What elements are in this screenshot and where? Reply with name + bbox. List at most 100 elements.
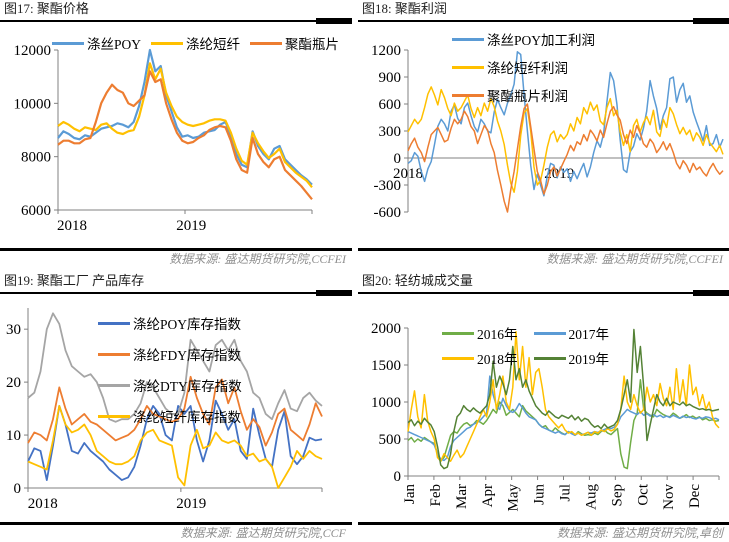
svg-text:600: 600 bbox=[379, 97, 402, 113]
legend-swatch bbox=[442, 356, 474, 360]
svg-text:2019: 2019 bbox=[176, 218, 206, 234]
svg-text:Jun: Jun bbox=[532, 484, 548, 505]
legend-item: 2016年 bbox=[442, 323, 518, 343]
chart-area: -600 -300 0 300 600 900 1200 2018 2019 涤丝POY加工利润… bbox=[358, 22, 729, 248]
legend-item: 涤纶短纤库存指数 bbox=[98, 406, 241, 426]
panel-title: 图17: 聚酯价格 bbox=[4, 1, 89, 16]
series-涤纶FDY库存指数 bbox=[27, 375, 323, 447]
svg-text:900: 900 bbox=[379, 70, 402, 86]
series-涤纶短纤 bbox=[57, 62, 313, 188]
legend-item: 涤纶FDY库存指数 bbox=[98, 344, 241, 364]
bottom-rule bbox=[358, 248, 729, 251]
legend-swatch bbox=[452, 65, 484, 69]
legend-label: 2017年 bbox=[568, 327, 610, 342]
axes: 6000 8000 10000 12000 2018 2019 bbox=[14, 43, 313, 234]
svg-text:Aug: Aug bbox=[583, 484, 599, 510]
svg-text:12000: 12000 bbox=[14, 43, 52, 59]
line-chart-textile-city-volume: 0 500 1000 1500 2000 Jan Feb Mar Apr May Jun Jul Aug… bbox=[371, 321, 720, 512]
svg-text:Feb: Feb bbox=[428, 484, 444, 507]
svg-text:2000: 2000 bbox=[371, 321, 401, 337]
legend-swatch bbox=[533, 356, 566, 360]
series-lines bbox=[57, 48, 313, 200]
legend-item: 涤丝POY加工利润 bbox=[452, 29, 595, 49]
legend-item: 涤丝POY bbox=[52, 33, 141, 53]
svg-text:2018: 2018 bbox=[28, 496, 58, 512]
svg-text:Jul: Jul bbox=[558, 484, 574, 502]
series-聚酯瓶片 bbox=[57, 70, 313, 200]
legend-swatch bbox=[98, 321, 130, 325]
legend-label: 聚酯瓶片利润 bbox=[487, 89, 568, 104]
data-source: 数据来源: 盛达期货研究院,CCF bbox=[180, 526, 346, 540]
legend-item: 2019年 bbox=[533, 348, 610, 368]
svg-text:1000: 1000 bbox=[371, 395, 401, 411]
chart-area: 0 10 20 30 2018 2019 涤纶POY库存指数 涤纶FDY库存指数 涤纶DTY库… bbox=[0, 294, 352, 522]
legend-item: 2017年 bbox=[533, 323, 610, 343]
title-rule bbox=[0, 290, 352, 296]
chart-area: 6000 8000 10000 12000 2018 2019 涤丝POY 涤纶短纤 聚酯瓶片 bbox=[0, 22, 352, 248]
series-2017年 bbox=[407, 375, 720, 462]
series-lines bbox=[27, 312, 323, 489]
legend-swatch bbox=[452, 93, 484, 97]
svg-text:2018: 2018 bbox=[393, 166, 423, 182]
title-rule bbox=[358, 18, 729, 24]
legend-label: 聚酯瓶片 bbox=[285, 37, 340, 52]
svg-text:500: 500 bbox=[379, 432, 402, 448]
legend-swatch bbox=[98, 352, 130, 356]
panel-chart19: 图19: 聚酯工厂 产品库存 0 10 20 30 2018 2019 涤纶POY库存指数… bbox=[0, 272, 352, 542]
panel-chart17: 图17: 聚酯价格 6000 8000 10000 12000 2018 2019 涤丝P… bbox=[0, 0, 352, 268]
legend-label: 涤丝POY加工利润 bbox=[487, 33, 596, 48]
legend-item: 涤纶短纤 bbox=[151, 33, 240, 53]
axes: 0 500 1000 1500 2000 Jan Feb Mar Apr May Jun Jul Aug… bbox=[371, 321, 720, 512]
svg-text:2018: 2018 bbox=[57, 218, 87, 234]
svg-text:6000: 6000 bbox=[21, 203, 51, 219]
svg-text:20: 20 bbox=[6, 375, 21, 391]
legend-swatch bbox=[98, 383, 130, 387]
series-涤丝POY加工利润 bbox=[407, 51, 724, 197]
bottom-rule bbox=[0, 248, 352, 251]
line-chart-polyester-price: 6000 8000 10000 12000 2018 2019 bbox=[14, 43, 313, 234]
series-lines bbox=[407, 328, 720, 470]
legend-swatch bbox=[533, 331, 566, 335]
chart-legend: 涤纶POY库存指数 涤纶FDY库存指数 涤纶DTY库存指数涤纶短纤库存指数 bbox=[98, 313, 242, 426]
series-lines bbox=[407, 51, 724, 213]
svg-text:1200: 1200 bbox=[371, 43, 401, 59]
svg-text:Sep: Sep bbox=[609, 484, 625, 507]
svg-text:1500: 1500 bbox=[371, 358, 401, 374]
svg-text:Mar: Mar bbox=[454, 484, 470, 509]
svg-text:Nov: Nov bbox=[661, 484, 677, 510]
title-rule bbox=[0, 18, 352, 24]
chart-legend: 涤丝POY加工利润 涤纶短纤利润 聚酯瓶片利润 bbox=[452, 29, 595, 105]
svg-text:0: 0 bbox=[14, 481, 22, 497]
legend-swatch bbox=[452, 37, 484, 41]
series-聚酯瓶片利润 bbox=[407, 103, 724, 213]
legend-item: 涤纶短纤利润 bbox=[452, 57, 568, 77]
legend-label: 涤纶DTY库存指数 bbox=[133, 379, 242, 394]
series-涤纶短纤利润 bbox=[407, 86, 724, 193]
series-涤纶短纤库存指数 bbox=[27, 405, 323, 489]
series-2019年 bbox=[407, 328, 720, 470]
legend-item: 聚酯瓶片利润 bbox=[452, 85, 568, 105]
panel-chart18: 图18: 聚酯利润 -600 -300 0 300 600 900 1200 2018 2019… bbox=[358, 0, 729, 268]
legend-item: 2018年 bbox=[442, 348, 518, 368]
series-涤纶POY库存指数 bbox=[27, 399, 323, 482]
legend-label: 涤纶短纤利润 bbox=[487, 61, 568, 76]
legend-swatch bbox=[151, 41, 184, 45]
legend-label: 2019年 bbox=[568, 352, 610, 367]
svg-text:Oct: Oct bbox=[635, 483, 651, 505]
svg-text:0: 0 bbox=[394, 151, 402, 167]
legend-item: 聚酯瓶片 bbox=[250, 33, 339, 53]
legend-label: 涤纶FDY库存指数 bbox=[133, 348, 242, 363]
chart-legend: 涤丝POY 涤纶短纤 聚酯瓶片 bbox=[52, 33, 339, 53]
title-rule bbox=[358, 290, 729, 296]
bottom-rule bbox=[0, 522, 352, 525]
svg-text:Jan: Jan bbox=[402, 484, 418, 504]
legend-label: 涤纶POY库存指数 bbox=[133, 317, 242, 332]
legend-label: 涤纶短纤 bbox=[186, 37, 241, 52]
legend-swatch bbox=[442, 331, 474, 335]
chart-area: 0 500 1000 1500 2000 Jan Feb Mar Apr May Jun Jul Aug… bbox=[358, 294, 729, 522]
bottom-rule bbox=[358, 522, 729, 525]
legend-swatch bbox=[250, 41, 283, 45]
legend-swatch bbox=[52, 41, 84, 45]
